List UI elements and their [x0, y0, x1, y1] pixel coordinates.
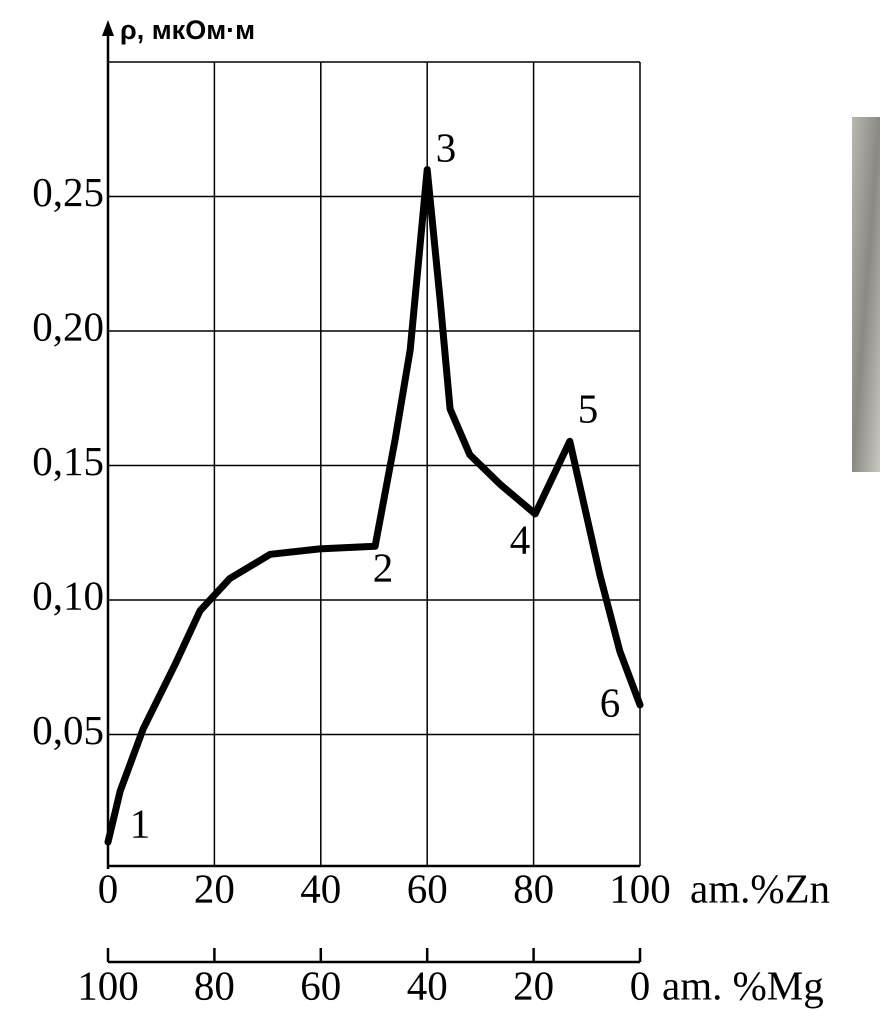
x2-tick-label: 0 — [630, 962, 651, 1008]
point-annotation: 3 — [436, 124, 457, 170]
x-tick-label: 0 — [98, 865, 119, 911]
x-axis-label: am.%Zn — [690, 865, 830, 911]
y-tick-label: 0,15 — [32, 438, 104, 484]
point-annotation: 4 — [510, 516, 531, 562]
x2-tick-label: 100 — [77, 962, 139, 1008]
point-annotation: 2 — [373, 544, 394, 590]
x-tick-label: 20 — [194, 865, 235, 911]
x2-axis-label: am. %Mg — [662, 962, 824, 1008]
x2-tick-label: 20 — [513, 962, 554, 1008]
point-annotation: 1 — [130, 800, 151, 846]
x-tick-label: 40 — [300, 865, 341, 911]
y-tick-label: 0,20 — [32, 303, 104, 349]
x2-tick-label: 40 — [407, 962, 448, 1008]
x-tick-label: 60 — [407, 865, 448, 911]
photo — [852, 117, 880, 472]
y-tick-label: 0,10 — [32, 572, 104, 618]
point-annotation: 6 — [600, 679, 621, 725]
x2-tick-label: 60 — [300, 962, 341, 1008]
x2-tick-label: 80 — [194, 962, 235, 1008]
x-tick-label: 80 — [513, 865, 554, 911]
point-annotation: 5 — [578, 385, 599, 431]
line — [104, 166, 644, 846]
y-tick-label: 0,05 — [32, 707, 104, 753]
x-tick-label: 100 — [609, 865, 671, 911]
y-axis-arrow — [102, 20, 114, 36]
y-axis-label: ρ, мкОм·м — [120, 15, 255, 45]
y-tick-label: 0,25 — [32, 169, 104, 215]
